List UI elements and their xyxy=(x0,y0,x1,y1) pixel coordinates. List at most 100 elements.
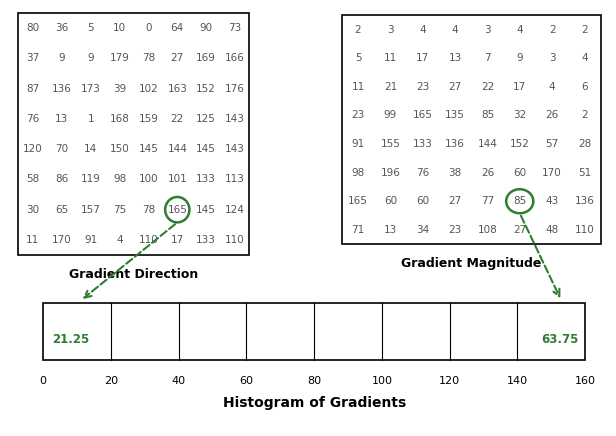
Text: 98: 98 xyxy=(113,174,126,184)
Text: 2: 2 xyxy=(581,24,588,34)
Text: 11: 11 xyxy=(26,235,39,245)
Text: 26: 26 xyxy=(480,167,494,177)
Text: 60: 60 xyxy=(513,167,526,177)
Text: 9: 9 xyxy=(516,53,523,63)
Text: 110: 110 xyxy=(575,225,594,235)
Text: 136: 136 xyxy=(575,196,594,206)
Text: 60: 60 xyxy=(240,376,253,386)
Text: 76: 76 xyxy=(26,114,39,124)
Text: 163: 163 xyxy=(168,84,187,94)
Text: 26: 26 xyxy=(545,110,559,120)
Text: 100: 100 xyxy=(371,376,392,386)
Text: 80: 80 xyxy=(307,376,321,386)
Text: 2: 2 xyxy=(581,110,588,120)
Text: 17: 17 xyxy=(513,82,527,92)
Text: 125: 125 xyxy=(197,114,216,124)
Text: 136: 136 xyxy=(52,84,71,94)
Text: 27: 27 xyxy=(448,196,462,206)
Text: 85: 85 xyxy=(513,196,527,206)
Text: 40: 40 xyxy=(172,376,185,386)
Text: 73: 73 xyxy=(229,23,241,33)
Text: 87: 87 xyxy=(26,84,39,94)
Text: 4: 4 xyxy=(516,24,523,34)
Text: 38: 38 xyxy=(448,167,462,177)
Text: 144: 144 xyxy=(168,144,187,154)
Text: 6: 6 xyxy=(581,82,588,92)
Text: 4: 4 xyxy=(581,53,588,63)
Text: 110: 110 xyxy=(225,235,245,245)
Bar xyxy=(18,13,249,255)
Text: Gradient Magnitude: Gradient Magnitude xyxy=(401,257,541,270)
Text: Histogram of Gradients: Histogram of Gradients xyxy=(222,396,406,410)
Text: 71: 71 xyxy=(351,225,365,235)
Text: 39: 39 xyxy=(113,84,126,94)
Text: 14: 14 xyxy=(84,144,97,154)
Text: 1: 1 xyxy=(87,114,94,124)
Text: 63.75: 63.75 xyxy=(541,334,579,346)
Text: 170: 170 xyxy=(52,235,71,245)
Text: 135: 135 xyxy=(445,110,465,120)
Text: 13: 13 xyxy=(448,53,462,63)
Text: 17: 17 xyxy=(171,235,184,245)
Text: 13: 13 xyxy=(55,114,68,124)
Text: 5: 5 xyxy=(87,23,94,33)
Text: 76: 76 xyxy=(416,167,429,177)
Text: 101: 101 xyxy=(168,174,187,184)
Text: 60: 60 xyxy=(384,196,397,206)
Text: 4: 4 xyxy=(116,235,123,245)
Text: 37: 37 xyxy=(26,54,39,64)
Text: 11: 11 xyxy=(351,82,365,92)
Text: 10: 10 xyxy=(113,23,126,33)
Text: 90: 90 xyxy=(200,23,213,33)
Text: 57: 57 xyxy=(545,139,559,149)
Text: 2: 2 xyxy=(549,24,556,34)
Text: 17: 17 xyxy=(416,53,429,63)
Text: 9: 9 xyxy=(87,54,94,64)
Text: 4: 4 xyxy=(419,24,426,34)
Text: 165: 165 xyxy=(348,196,368,206)
Text: 144: 144 xyxy=(477,139,497,149)
Text: 143: 143 xyxy=(225,144,245,154)
Text: 27: 27 xyxy=(171,54,184,64)
Text: 51: 51 xyxy=(578,167,591,177)
Text: 27: 27 xyxy=(448,82,462,92)
Text: 159: 159 xyxy=(139,114,158,124)
Text: 32: 32 xyxy=(513,110,527,120)
Text: 11: 11 xyxy=(384,53,397,63)
Text: 160: 160 xyxy=(575,376,596,386)
Text: 108: 108 xyxy=(477,225,497,235)
Text: 22: 22 xyxy=(480,82,494,92)
Text: 3: 3 xyxy=(549,53,556,63)
Text: 22: 22 xyxy=(171,114,184,124)
Text: 152: 152 xyxy=(197,84,216,94)
Text: 196: 196 xyxy=(381,167,400,177)
Text: 23: 23 xyxy=(416,82,429,92)
Text: 152: 152 xyxy=(510,139,530,149)
Text: 20: 20 xyxy=(104,376,118,386)
Text: 4: 4 xyxy=(549,82,556,92)
Text: 119: 119 xyxy=(81,174,100,184)
Text: 145: 145 xyxy=(197,204,216,215)
Text: 48: 48 xyxy=(545,225,559,235)
Text: 85: 85 xyxy=(480,110,494,120)
Text: 5: 5 xyxy=(355,53,362,63)
Text: 102: 102 xyxy=(139,84,158,94)
Text: 13: 13 xyxy=(384,225,397,235)
Text: 100: 100 xyxy=(139,174,158,184)
Text: 21: 21 xyxy=(384,82,397,92)
Text: 165: 165 xyxy=(413,110,432,120)
Text: 165: 165 xyxy=(168,204,187,215)
Text: 99: 99 xyxy=(384,110,397,120)
Text: 157: 157 xyxy=(81,204,100,215)
Text: 77: 77 xyxy=(480,196,494,206)
Text: 64: 64 xyxy=(171,23,184,33)
Text: 43: 43 xyxy=(545,196,559,206)
Text: 65: 65 xyxy=(55,204,68,215)
Text: 4: 4 xyxy=(452,24,458,34)
Text: 60: 60 xyxy=(416,196,429,206)
Text: 155: 155 xyxy=(381,139,400,149)
Bar xyxy=(43,303,585,360)
Text: 7: 7 xyxy=(484,53,491,63)
Text: 91: 91 xyxy=(84,235,97,245)
Text: 28: 28 xyxy=(578,139,591,149)
